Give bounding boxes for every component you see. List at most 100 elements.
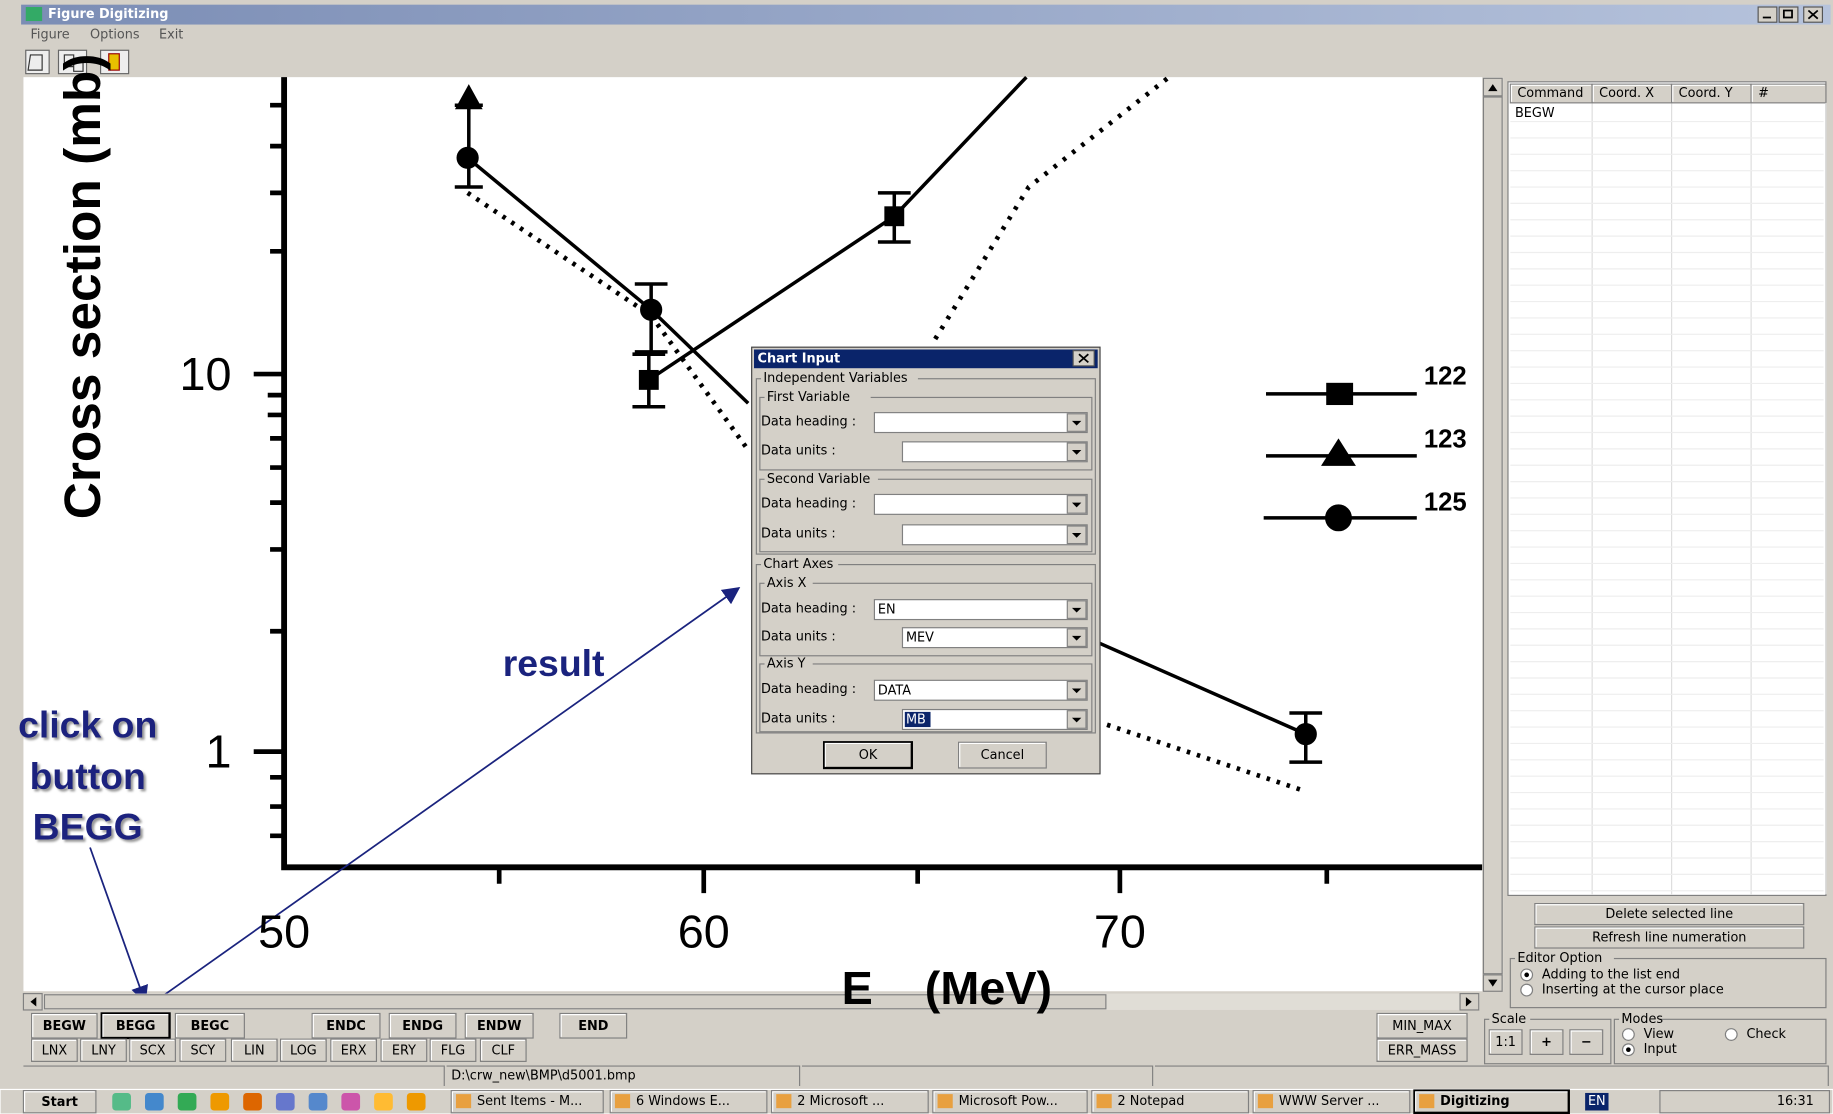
y-tick-label: 10	[179, 348, 231, 400]
restore[interactable]	[1778, 6, 1799, 23]
button[interactable]	[464, 1012, 534, 1039]
button[interactable]	[1569, 1029, 1604, 1055]
legend-triangle	[1321, 438, 1356, 466]
button[interactable]	[388, 1012, 457, 1039]
y-axis-label: Cross section (mb)	[53, 54, 111, 520]
combo-value: MB	[906, 713, 926, 728]
quick-launch-icon[interactable]	[406, 1092, 426, 1111]
button[interactable]	[1534, 903, 1805, 926]
combo-box[interactable]	[873, 679, 1088, 701]
button-label: ERY	[392, 1043, 416, 1058]
combo-box[interactable]	[901, 627, 1088, 649]
combo-box[interactable]	[901, 708, 1088, 731]
new-icon[interactable]	[25, 49, 50, 75]
button[interactable]	[1376, 1038, 1468, 1062]
window-controls[interactable]	[1757, 6, 1824, 23]
combo-box[interactable]	[873, 493, 1088, 515]
button[interactable]	[330, 1038, 378, 1062]
curve-dotted-2	[933, 75, 1171, 341]
column-header[interactable]	[1750, 83, 1827, 104]
button[interactable]	[100, 1012, 171, 1040]
button[interactable]	[280, 1038, 327, 1062]
save-icon[interactable]	[57, 49, 88, 75]
button[interactable]	[129, 1038, 176, 1062]
vertical-scrollbar[interactable]	[1482, 77, 1504, 992]
quick-launch-icon[interactable]	[144, 1092, 164, 1111]
door	[108, 53, 120, 71]
group-box	[1509, 957, 1827, 1009]
bevel	[175, 1014, 244, 1037]
horizontal-scrollbar[interactable]	[22, 993, 1480, 1011]
toolbar	[25, 49, 130, 75]
button[interactable]	[230, 1038, 278, 1062]
button[interactable]	[429, 1038, 477, 1062]
quick-launch-icon[interactable]	[243, 1092, 262, 1111]
combo-box[interactable]	[873, 412, 1088, 434]
radio[interactable]	[1621, 1028, 1635, 1041]
taskbar-button[interactable]	[932, 1090, 1088, 1114]
quick-launch-icon[interactable]	[374, 1092, 393, 1111]
menu-item[interactable]: Options	[90, 28, 140, 43]
radio[interactable]	[1724, 1028, 1738, 1041]
taskbar-button[interactable]	[770, 1090, 929, 1114]
bevel	[933, 1091, 1086, 1112]
column-header-label: Coord. Y	[1679, 86, 1733, 101]
radio-label: View	[1644, 1027, 1674, 1042]
group-caption-bg	[1514, 951, 1614, 966]
taskbar-button[interactable]	[1413, 1089, 1570, 1114]
minimize[interactable]	[1757, 6, 1778, 23]
task-icon	[776, 1094, 792, 1109]
bevel	[232, 1039, 276, 1061]
quick-launch-icon[interactable]	[210, 1092, 230, 1111]
field-label: Data heading :	[761, 682, 856, 697]
button[interactable]	[1534, 926, 1805, 949]
button[interactable]	[957, 741, 1047, 769]
radio[interactable]	[1520, 983, 1534, 997]
combo-box[interactable]	[873, 599, 1088, 621]
button[interactable]	[1488, 1029, 1523, 1055]
button[interactable]	[1529, 1029, 1564, 1055]
bevel	[430, 1039, 475, 1061]
quick-launch-icon[interactable]	[177, 1092, 197, 1111]
combo-box[interactable]	[901, 524, 1088, 546]
taskbar-button[interactable]	[1252, 1090, 1411, 1114]
button[interactable]	[174, 1012, 245, 1039]
quick-launch-icon[interactable]	[112, 1092, 131, 1111]
button[interactable]	[80, 1038, 127, 1062]
button[interactable]	[179, 1038, 227, 1062]
point	[884, 206, 905, 227]
menu-item[interactable]: Exit	[159, 28, 183, 43]
column-header-label: Command	[1517, 86, 1583, 101]
lang-box	[1585, 1092, 1609, 1111]
button[interactable]	[559, 1012, 628, 1039]
taskbar-label: Microsoft Pow...	[959, 1094, 1058, 1109]
group-caption: First Variable	[767, 390, 850, 405]
radio-label: Input	[1644, 1042, 1677, 1057]
bevel	[481, 1039, 525, 1061]
taskbar-button[interactable]	[450, 1090, 604, 1114]
combo-box[interactable]	[901, 441, 1088, 463]
button[interactable]	[31, 1038, 78, 1062]
bevel	[180, 1039, 225, 1061]
button[interactable]	[479, 1038, 527, 1062]
x-axis-label: E (MeV)	[842, 962, 1052, 1014]
group-caption-bg	[764, 656, 813, 671]
menu-item[interactable]: Figure	[30, 28, 69, 43]
legend-label: 122	[1424, 362, 1467, 390]
bevel	[1092, 1091, 1248, 1112]
quick-launch-icon[interactable]	[341, 1092, 361, 1111]
button-label: END	[578, 1019, 608, 1034]
quick-launch-icon[interactable]	[308, 1092, 328, 1111]
button[interactable]	[311, 1012, 381, 1039]
button[interactable]	[380, 1038, 428, 1062]
radio-dot	[1626, 1047, 1631, 1053]
bevel	[389, 1014, 455, 1037]
quick-launch-icon[interactable]	[275, 1092, 295, 1111]
taskbar-button[interactable]	[609, 1090, 768, 1114]
button[interactable]	[22, 1090, 97, 1114]
taskbar-button[interactable]	[1091, 1090, 1250, 1114]
button[interactable]	[31, 1012, 98, 1039]
bevel	[1570, 1030, 1602, 1054]
button[interactable]	[1376, 1012, 1468, 1039]
button[interactable]	[822, 741, 913, 770]
